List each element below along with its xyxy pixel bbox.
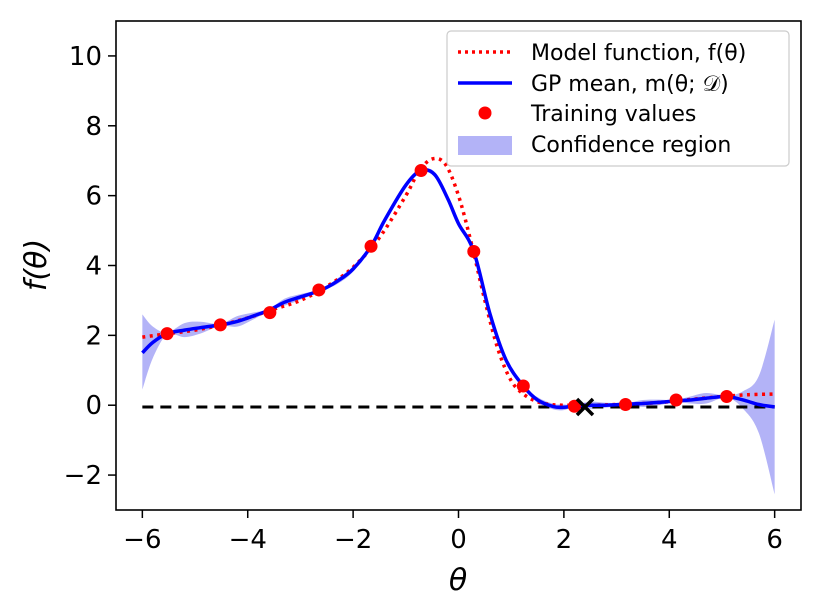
y-tick-label: 8	[85, 112, 102, 142]
legend-label-model-function: Model function, f(θ)	[531, 41, 746, 66]
training-point	[720, 389, 734, 403]
x-tick-label: 6	[766, 525, 783, 555]
model-function-line	[142, 156, 775, 408]
legend-frame	[446, 30, 790, 167]
legend: Model function, f(θ) GP mean, m(θ; 𝒟) Tr…	[446, 30, 790, 167]
x-tick-label: −2	[334, 525, 372, 555]
training-point	[213, 318, 227, 332]
legend-label-gp-mean: GP mean, m(θ; 𝒟)	[531, 72, 729, 97]
x-tick-label: 2	[556, 525, 573, 555]
training-point	[263, 306, 277, 320]
training-point	[669, 393, 683, 407]
x-tick-label: 4	[661, 525, 678, 555]
y-tick-label: 10	[69, 42, 102, 72]
legend-swatch-training-values	[478, 106, 492, 120]
confidence-region	[142, 168, 775, 495]
legend-label-confidence-region: Confidence region	[531, 133, 731, 158]
y-axis-label: f(θ)	[19, 239, 54, 291]
training-point	[567, 399, 581, 413]
training-point	[364, 239, 378, 253]
training-point	[467, 245, 481, 259]
x-tick-label: −4	[229, 525, 267, 555]
training-point	[619, 398, 633, 412]
training-point	[414, 163, 428, 177]
training-point	[516, 379, 530, 393]
x-tick-label: −6	[123, 525, 161, 555]
gp-mean-line	[141, 167, 775, 410]
y-tick-label: 6	[85, 182, 102, 212]
training-point	[160, 327, 174, 341]
y-tick-label: 0	[85, 391, 102, 421]
y-tick-label: −2	[64, 461, 102, 491]
legend-label-training-values: Training values	[530, 102, 696, 127]
x-tick-label: 0	[450, 525, 467, 555]
minimum-x-marker	[575, 397, 595, 417]
x-axis-label: θ	[449, 563, 467, 598]
legend-swatch-confidence-region	[458, 136, 512, 155]
training-point	[312, 283, 326, 297]
y-tick-label: 4	[85, 252, 102, 282]
y-tick-label: 2	[85, 321, 102, 351]
